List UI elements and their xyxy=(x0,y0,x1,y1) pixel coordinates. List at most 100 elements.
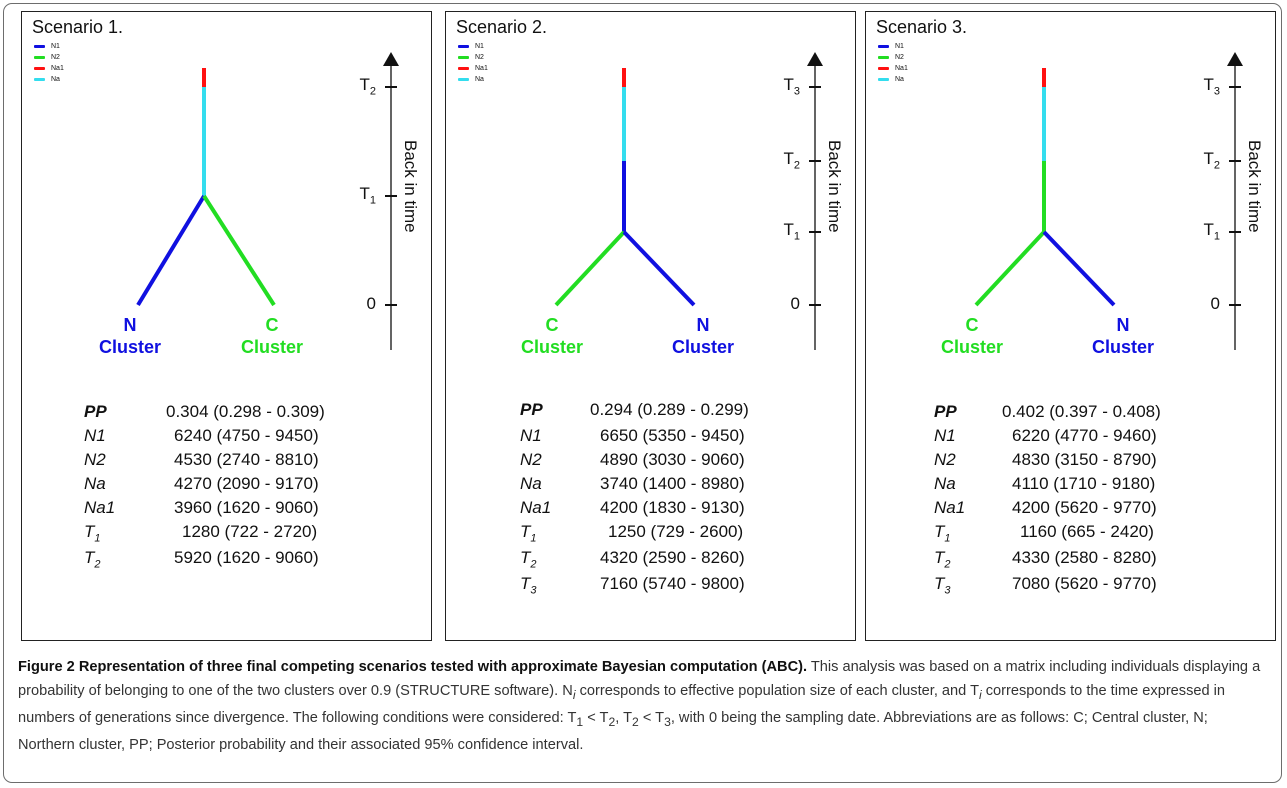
tick-label-text: T xyxy=(783,149,794,168)
legend-item: N2 xyxy=(878,52,908,63)
stat-key: Na xyxy=(520,474,542,493)
legend-label: Na1 xyxy=(51,65,64,72)
legend: N1 N2 Na1 Na xyxy=(878,41,908,85)
legend-item: N1 xyxy=(34,41,64,52)
legend-swatch xyxy=(458,78,469,81)
legend-item: Na xyxy=(878,74,908,85)
leaf-label-n: N Cluster xyxy=(90,314,170,358)
figure-caption: Figure 2 Representation of three final c… xyxy=(18,656,1268,758)
stat-value: 1280 (722 - 2720) xyxy=(182,522,318,541)
stat-key: PP xyxy=(84,402,107,421)
tick-label-text: 0 xyxy=(366,294,376,313)
legend: N1 N2 Na1 Na xyxy=(458,41,488,85)
stat-key: N2 xyxy=(520,450,542,469)
leaf-bottom: Cluster xyxy=(520,337,583,357)
stat-value: 1160 (665 - 2420) xyxy=(1020,522,1154,541)
tick-label: T2 xyxy=(340,75,376,97)
scenario-2-tree-diagram xyxy=(554,52,823,350)
time-axis-arrow xyxy=(807,52,823,66)
legend-item: N2 xyxy=(458,52,488,63)
stat-key: T3 xyxy=(934,574,951,597)
caption-text: This analysis was based on a matrix incl… xyxy=(18,659,1261,699)
legend-label: N1 xyxy=(895,43,904,50)
legend-swatch xyxy=(878,45,889,48)
tick-label-subscript: 2 xyxy=(793,159,800,172)
stat-value: 0.304 (0.298 - 0.309) xyxy=(166,402,325,421)
stat-key: T3 xyxy=(520,574,537,597)
stat-key: PP xyxy=(934,402,957,421)
tick-label-subscript: 3 xyxy=(793,85,800,98)
legend-label: N1 xyxy=(475,43,484,50)
legend-swatch xyxy=(878,78,889,81)
tick-label: 0 xyxy=(340,294,376,316)
n1-branch xyxy=(1042,230,1116,307)
scenario-1-panel: Scenario 1. N1 N2 Na1 Na T2 T1 0 Back in… xyxy=(21,11,432,641)
stat-key: N1 xyxy=(520,426,542,445)
legend-label: Na xyxy=(51,76,60,83)
legend-item: Na1 xyxy=(878,63,908,74)
leaf-top: C xyxy=(545,315,559,335)
figure-frame xyxy=(3,3,1282,783)
leaf-bottom: Cluster xyxy=(940,337,1003,357)
scenario-title: Scenario 1. xyxy=(32,17,124,37)
leaf-top: C xyxy=(965,315,979,335)
leaf-label-n: N Cluster xyxy=(663,314,743,358)
stat-key: N1 xyxy=(934,426,956,445)
stat-value: 6220 (4770 - 9460) xyxy=(1012,426,1157,445)
leaf-label-c: C Cluster xyxy=(232,314,312,358)
stat-value: 3960 (1620 - 9060) xyxy=(174,498,319,517)
tick-label-subscript: 2 xyxy=(369,85,376,98)
legend-label: N2 xyxy=(475,54,484,61)
tick-label-subscript: 2 xyxy=(1213,159,1220,172)
tick-label-subscript: 1 xyxy=(1213,230,1220,243)
tick-label: T1 xyxy=(764,220,800,242)
leaf-bottom: Cluster xyxy=(240,337,303,357)
tick-label-text: T xyxy=(783,75,794,94)
n2-branch xyxy=(202,194,276,307)
legend-item: Na1 xyxy=(34,63,64,74)
axis-label: Back in time xyxy=(825,140,844,233)
n1-branch xyxy=(622,230,696,307)
stat-value: 4830 (3150 - 8790) xyxy=(1012,450,1157,469)
leaf-top: N xyxy=(1116,315,1130,335)
legend-swatch xyxy=(458,45,469,48)
legend-item: N2 xyxy=(34,52,64,63)
legend-label: Na1 xyxy=(895,65,908,72)
legend-swatch xyxy=(458,56,469,59)
stat-value: 4330 (2580 - 8280) xyxy=(1012,548,1157,567)
time-axis-arrow xyxy=(383,52,399,66)
legend-label: Na1 xyxy=(475,65,488,72)
legend-label: Na xyxy=(895,76,904,83)
stat-value: 4200 (1830 - 9130) xyxy=(600,498,745,517)
stat-value: 0.402 (0.397 - 0.408) xyxy=(1002,402,1161,421)
axis-label: Back in time xyxy=(401,140,420,233)
leaf-bottom: Cluster xyxy=(1091,337,1154,357)
caption-text: corresponds to the time expressed in num… xyxy=(18,682,1226,726)
n1-branch xyxy=(136,194,206,307)
tick-label-text: T xyxy=(1203,75,1214,94)
n2-branch xyxy=(974,230,1046,307)
tick-label-text: T xyxy=(359,184,370,203)
scenario-title: Scenario 2. xyxy=(456,17,548,37)
stat-value: 5920 (1620 - 9060) xyxy=(174,548,319,567)
stat-key: T1 xyxy=(934,522,951,545)
leaf-top: N xyxy=(123,315,137,335)
tick-label: T2 xyxy=(764,149,800,171)
legend-swatch xyxy=(34,45,45,48)
tick-label: 0 xyxy=(1184,294,1220,316)
tick-label: T1 xyxy=(1184,220,1220,242)
tick-label-text: T xyxy=(359,75,370,94)
tick-label-text: 0 xyxy=(790,294,800,313)
caption-subscript: 1 xyxy=(576,714,584,729)
legend-swatch xyxy=(34,67,45,70)
axis-label: Back in time xyxy=(1245,140,1264,233)
time-axis-arrow xyxy=(1227,52,1243,66)
stat-value: 6240 (4750 - 9450) xyxy=(174,426,319,445)
stat-key: T2 xyxy=(84,548,101,571)
tick-label-subscript: 3 xyxy=(1213,85,1220,98)
caption-text: < T xyxy=(638,709,665,726)
caption-text: , with 0 being the sampling date. Abbrev… xyxy=(18,709,1208,754)
tick-label: T1 xyxy=(340,184,376,206)
leaf-label-c: C Cluster xyxy=(512,314,592,358)
legend-item: N1 xyxy=(458,41,488,52)
